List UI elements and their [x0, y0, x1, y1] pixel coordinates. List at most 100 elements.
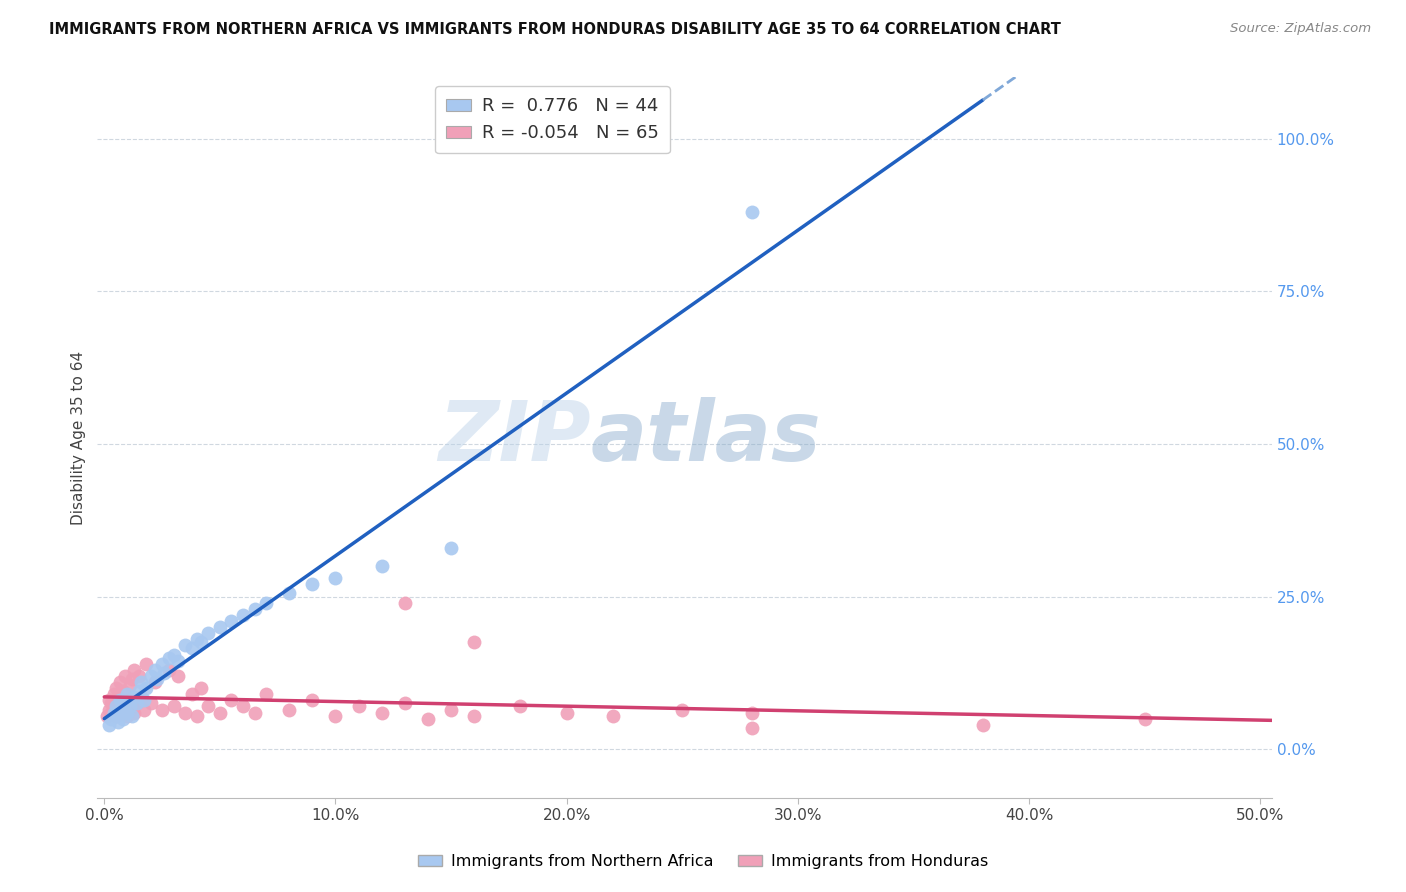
Point [509, 699, 531, 714]
Point [124, 706, 146, 720]
Point [186, 708, 208, 723]
Text: ZIP: ZIP [439, 397, 591, 478]
Point [103, 706, 125, 720]
Point [110, 693, 132, 707]
Point [221, 614, 243, 628]
Point [132, 702, 155, 716]
Point [741, 706, 763, 720]
Point [186, 632, 208, 647]
Point [143, 663, 166, 677]
Point [394, 596, 416, 610]
Point [463, 708, 485, 723]
Point [128, 684, 150, 698]
Point [118, 699, 141, 714]
Point [111, 712, 134, 726]
Point [117, 706, 139, 720]
Point [146, 672, 169, 686]
Legend: Immigrants from Northern Africa, Immigrants from Honduras: Immigrants from Northern Africa, Immigra… [411, 847, 995, 875]
Y-axis label: Disability Age 35 to 64: Disability Age 35 to 64 [72, 351, 86, 524]
Point [135, 681, 157, 695]
Text: Source: ZipAtlas.com: Source: ZipAtlas.com [1230, 22, 1371, 36]
Point [167, 654, 190, 668]
Point [1133, 712, 1156, 726]
Point [221, 693, 243, 707]
Point [555, 706, 578, 720]
Point [117, 708, 139, 723]
Point [124, 690, 146, 705]
Point [103, 687, 125, 701]
Point [325, 708, 347, 723]
Point [440, 702, 463, 716]
Text: atlas: atlas [591, 397, 821, 478]
Point [96, 708, 118, 723]
Point [124, 663, 146, 677]
Point [325, 571, 347, 585]
Point [671, 702, 693, 716]
Point [121, 672, 143, 686]
Point [394, 697, 416, 711]
Point [174, 639, 197, 653]
Point [125, 697, 148, 711]
Point [135, 657, 157, 671]
Point [110, 702, 132, 716]
Point [181, 687, 204, 701]
Legend: R =  0.776   N = 44, R = -0.054   N = 65: R = 0.776 N = 44, R = -0.054 N = 65 [436, 87, 669, 153]
Point [254, 596, 277, 610]
Point [110, 675, 132, 690]
Point [232, 699, 254, 714]
Point [174, 706, 197, 720]
Point [121, 708, 143, 723]
Point [150, 702, 173, 716]
Point [114, 699, 136, 714]
Point [163, 648, 186, 662]
Point [197, 699, 219, 714]
Point [143, 675, 166, 690]
Point [278, 586, 301, 600]
Point [132, 693, 155, 707]
Point [100, 697, 122, 711]
Point [129, 675, 152, 690]
Point [440, 541, 463, 555]
Point [128, 669, 150, 683]
Point [114, 697, 136, 711]
Point [208, 620, 231, 634]
Point [254, 687, 277, 701]
Point [301, 577, 323, 591]
Point [972, 718, 994, 732]
Point [104, 708, 127, 723]
Text: IMMIGRANTS FROM NORTHERN AFRICA VS IMMIGRANTS FROM HONDURAS DISABILITY AGE 35 TO: IMMIGRANTS FROM NORTHERN AFRICA VS IMMIG… [49, 22, 1062, 37]
Point [181, 641, 204, 656]
Point [150, 657, 173, 671]
Point [190, 635, 212, 649]
Point [416, 712, 439, 726]
Point [114, 669, 136, 683]
Point [97, 718, 120, 732]
Point [371, 559, 394, 574]
Point [104, 708, 127, 723]
Point [118, 678, 141, 692]
Point [117, 693, 139, 707]
Point [301, 693, 323, 707]
Point [741, 204, 763, 219]
Point [190, 681, 212, 695]
Point [347, 699, 370, 714]
Point [100, 712, 122, 726]
Point [278, 702, 301, 716]
Point [104, 681, 127, 695]
Point [243, 601, 266, 615]
Point [139, 669, 162, 683]
Point [463, 635, 485, 649]
Point [741, 721, 763, 735]
Point [97, 702, 120, 716]
Point [107, 702, 129, 716]
Point [157, 663, 180, 677]
Point [153, 665, 176, 680]
Point [139, 697, 162, 711]
Point [157, 650, 180, 665]
Point [163, 699, 186, 714]
Point [129, 690, 152, 705]
Point [197, 626, 219, 640]
Point [125, 697, 148, 711]
Point [371, 706, 394, 720]
Point [118, 702, 141, 716]
